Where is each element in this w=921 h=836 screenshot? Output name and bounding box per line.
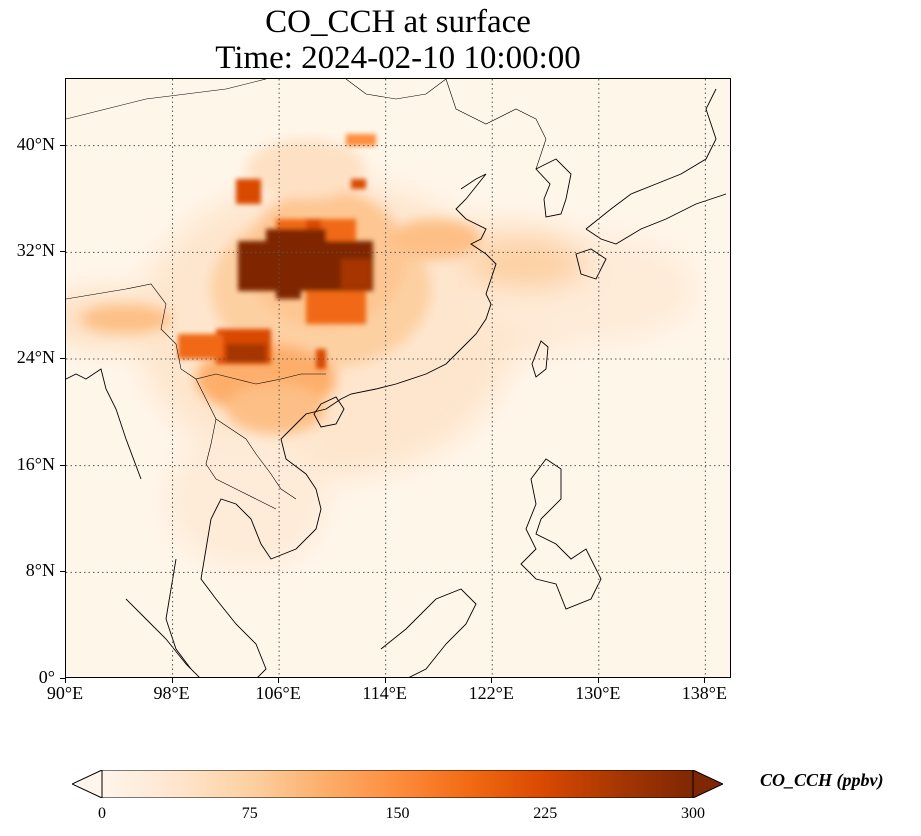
lon-tick-label: 90°E bbox=[46, 683, 84, 703]
lat-tick-label: 32°N bbox=[16, 240, 55, 261]
colorbar-gradient bbox=[101, 770, 694, 798]
lon-tick-label: 106°E bbox=[255, 683, 301, 703]
lat-tick-mark bbox=[60, 358, 65, 359]
country-borders bbox=[66, 79, 547, 510]
lon-tick-mark bbox=[597, 678, 599, 683]
lat-tick-label: 8°N bbox=[25, 560, 55, 581]
lat-tick-mark bbox=[60, 678, 65, 679]
high-plume bbox=[178, 134, 376, 369]
colorbar-tick-label: 150 bbox=[385, 805, 410, 822]
figure-time-subtitle: Time: 2024-02-10 10:00:00 bbox=[215, 40, 581, 76]
lon-tick-label: 130°E bbox=[575, 683, 621, 703]
lon-tick-mark bbox=[491, 678, 493, 683]
colorbar-tick-label: 300 bbox=[681, 805, 705, 822]
colorbar-tick-label: 225 bbox=[533, 805, 558, 822]
coastlines bbox=[66, 88, 727, 677]
lat-tick-label: 24°N bbox=[16, 347, 55, 367]
lon-tick-label: 122°E bbox=[468, 683, 514, 703]
lon-tick-mark bbox=[65, 678, 66, 683]
map-canvas bbox=[66, 79, 730, 677]
lon-tick-label: 114°E bbox=[362, 683, 407, 703]
lon-tick-label: 98°E bbox=[153, 683, 190, 703]
lat-tick-mark bbox=[60, 571, 65, 573]
lat-tick-mark bbox=[60, 464, 65, 466]
colorbar-extend-low bbox=[72, 770, 103, 798]
lat-tick-label: 0° bbox=[38, 667, 55, 687]
figure-title: CO_CCH at surface bbox=[265, 4, 531, 40]
colorbar-tick-label: 75 bbox=[241, 805, 258, 822]
colorbar-tick-label: 0 bbox=[98, 805, 106, 822]
lat-tick-label: 16°N bbox=[16, 453, 55, 474]
colorbar bbox=[72, 770, 723, 798]
map-panel bbox=[65, 78, 731, 678]
lon-tick-mark bbox=[171, 678, 173, 683]
lat-tick-mark bbox=[60, 144, 65, 146]
colorbar-label: CO_CCH (ppbv) bbox=[760, 770, 884, 790]
concentration-field bbox=[66, 134, 696, 569]
lat-tick-mark bbox=[60, 251, 65, 253]
lon-tick-mark bbox=[704, 678, 706, 683]
lon-tick-label: 138°E bbox=[681, 683, 727, 703]
lon-tick-mark bbox=[278, 678, 280, 683]
colorbar-extend-high bbox=[692, 770, 723, 798]
lat-tick-label: 40°N bbox=[16, 133, 55, 154]
graticule bbox=[66, 79, 730, 677]
lon-tick-mark bbox=[384, 678, 386, 683]
